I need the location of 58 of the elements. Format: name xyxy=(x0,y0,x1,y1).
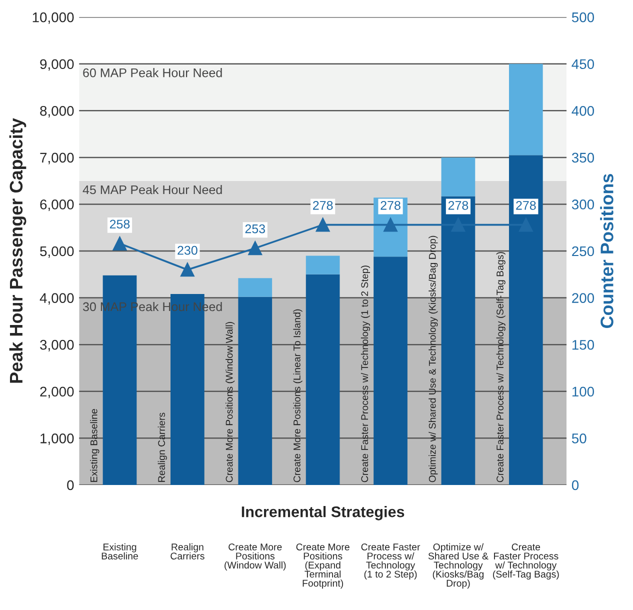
bar xyxy=(441,196,476,485)
y-tick-label: 2,000 xyxy=(40,386,74,398)
point xyxy=(180,262,194,277)
point xyxy=(316,218,330,232)
x-tick-label: Create Faster Process w/ Technology (1 to 2 Step) xyxy=(361,544,420,580)
bar xyxy=(306,274,340,485)
y-tick-label: 6,000 xyxy=(40,200,74,212)
annotation: Realign Carriers xyxy=(158,412,167,482)
bar xyxy=(508,64,543,156)
y-tick-label: 10,000 xyxy=(32,12,74,24)
annotation: Existing Baseline xyxy=(90,409,100,482)
data-label: 278 xyxy=(516,200,536,210)
y-tick-label: 9,000 xyxy=(40,59,74,71)
bar xyxy=(306,256,340,274)
x-tick-label: Existing Baseline xyxy=(102,543,138,560)
point xyxy=(112,236,127,250)
data-label: 278 xyxy=(448,200,468,210)
y-tick-label: 0 xyxy=(67,480,74,490)
y2-tick-label: 200 xyxy=(572,293,594,303)
x-tick-label: Realign Carriers xyxy=(170,543,204,560)
bar xyxy=(508,155,543,485)
y-tick-label: 4,000 xyxy=(40,293,74,305)
x-axis-title: Incremental Strategies xyxy=(242,506,404,520)
y2-tick-label: 250 xyxy=(572,246,594,256)
point xyxy=(248,241,262,256)
x-tick-label: Create More Positions (Expand Terminal Footprint) xyxy=(296,544,350,589)
bar xyxy=(374,256,408,485)
y2-tick-label: 300 xyxy=(572,200,594,210)
y-tick-label: 7,000 xyxy=(40,152,74,164)
annotation: Create More Positions (Linear To Island) xyxy=(293,309,302,482)
y2-tick-label: 50 xyxy=(572,433,586,444)
y-tick-label: 1,000 xyxy=(40,433,74,445)
x-tick-label: Optimize w/ Shared Use & Technology (Kiosks/Bag Drop) xyxy=(428,543,488,589)
band-label: 60 MAP Peak Hour Need xyxy=(83,68,222,78)
y2-tick-label: 400 xyxy=(572,106,594,116)
y2-tick-label: 350 xyxy=(572,152,594,163)
y2-tick-label: 500 xyxy=(572,12,594,22)
x-tick-label: Create More Positions (Window Wall) xyxy=(224,544,286,570)
y-tick-label: 8,000 xyxy=(40,106,74,118)
data-label: 230 xyxy=(178,246,198,255)
data-label: 278 xyxy=(313,200,333,210)
y2-tick-label: 0 xyxy=(572,480,579,490)
bar xyxy=(238,278,272,297)
data-label: 278 xyxy=(380,200,400,210)
x-tick-label: Create Faster Process w/ Technology (Self-Tag Bags) xyxy=(493,544,559,580)
y-tick-label: 5,000 xyxy=(40,246,74,258)
band-label: 45 MAP Peak Hour Need xyxy=(82,185,222,194)
data-label: 253 xyxy=(245,224,266,234)
data-label: 258 xyxy=(110,220,130,229)
y2-tick-label: 100 xyxy=(572,386,594,397)
bar xyxy=(238,296,272,485)
y-tick-label: 3,000 xyxy=(40,340,74,352)
y2-tick-label: 450 xyxy=(572,59,594,70)
bar xyxy=(441,157,476,196)
y2-axis-title: Counter Positions xyxy=(600,174,614,328)
point xyxy=(384,218,398,232)
y-axis-title: Peak Hour Passenger Capacity xyxy=(9,118,26,383)
y2-tick-label: 150 xyxy=(572,340,594,350)
